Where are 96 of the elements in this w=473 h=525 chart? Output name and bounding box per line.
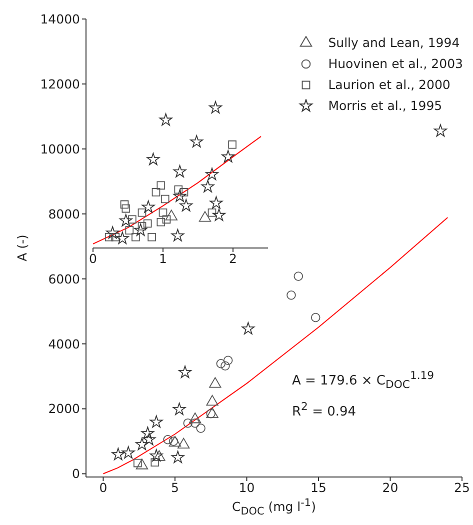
x-tick-label: 0 bbox=[89, 250, 98, 266]
point bbox=[178, 438, 190, 449]
x-tick-label: 0 bbox=[99, 480, 108, 495]
y-axis-title: A (-) bbox=[14, 234, 30, 262]
point bbox=[188, 412, 202, 424]
point bbox=[206, 395, 218, 406]
point bbox=[138, 208, 146, 217]
point bbox=[152, 188, 160, 196]
y-tick-label: 12000 bbox=[40, 76, 80, 92]
point bbox=[143, 219, 152, 228]
point bbox=[210, 196, 223, 209]
point bbox=[434, 124, 447, 137]
point bbox=[198, 211, 212, 222]
point bbox=[171, 450, 184, 464]
point bbox=[209, 101, 222, 114]
point bbox=[156, 181, 166, 190]
point bbox=[212, 208, 226, 221]
y-tick-label: 4000 bbox=[48, 336, 80, 352]
point bbox=[206, 168, 218, 180]
point bbox=[135, 438, 148, 450]
point bbox=[216, 359, 226, 368]
point bbox=[206, 407, 218, 418]
point bbox=[128, 215, 136, 224]
point bbox=[174, 185, 183, 194]
point bbox=[106, 226, 120, 239]
point bbox=[119, 214, 132, 226]
legend-label: Laurion et al., 2000 bbox=[328, 76, 450, 94]
point bbox=[173, 190, 186, 202]
point bbox=[120, 200, 129, 209]
point bbox=[112, 448, 125, 460]
point bbox=[125, 226, 134, 234]
point bbox=[168, 436, 182, 447]
x-tick-label: 1 bbox=[159, 250, 167, 266]
y-tick-label: 2000 bbox=[48, 401, 80, 416]
x-tick-label: 10 bbox=[238, 480, 255, 495]
line-series bbox=[102, 216, 448, 474]
point bbox=[146, 152, 160, 166]
point bbox=[286, 290, 296, 300]
point bbox=[183, 418, 193, 428]
point bbox=[178, 366, 192, 378]
point bbox=[190, 418, 200, 428]
point bbox=[222, 150, 235, 162]
y-tick-label: 10000 bbox=[40, 141, 80, 156]
x-tick-label: 2 bbox=[229, 250, 237, 266]
point bbox=[160, 194, 170, 204]
point bbox=[159, 113, 172, 126]
point bbox=[134, 224, 148, 236]
point bbox=[294, 272, 304, 281]
y-tick-label: 14000 bbox=[40, 11, 80, 26]
y-tick-label: 8000 bbox=[48, 206, 80, 222]
point bbox=[116, 232, 129, 244]
point bbox=[104, 232, 114, 242]
x-tick-label: 25 bbox=[454, 480, 470, 495]
legend-label: Morris et al., 1995 bbox=[328, 97, 442, 115]
point bbox=[190, 135, 204, 148]
point bbox=[163, 435, 172, 444]
point bbox=[168, 436, 178, 446]
point bbox=[142, 200, 155, 213]
point bbox=[148, 232, 156, 242]
point bbox=[136, 458, 148, 470]
point bbox=[142, 432, 156, 446]
x-tick-label: 15 bbox=[310, 480, 326, 495]
point bbox=[162, 215, 171, 224]
point bbox=[223, 356, 233, 366]
legend-label: Sully and Lean, 1994 bbox=[328, 34, 460, 52]
point bbox=[180, 199, 193, 212]
point bbox=[208, 208, 216, 217]
point bbox=[150, 449, 163, 462]
point bbox=[141, 426, 154, 440]
point bbox=[228, 140, 236, 149]
x-tick-label: 20 bbox=[382, 480, 398, 495]
legend-label: Huovinen et al., 2003 bbox=[328, 55, 463, 73]
point bbox=[122, 446, 135, 459]
point bbox=[172, 402, 186, 416]
point bbox=[122, 204, 130, 213]
point bbox=[111, 232, 120, 242]
x-axis-title: C$_{DOC}$ (mg l$^{-1}$) bbox=[231, 497, 317, 518]
point bbox=[173, 165, 186, 178]
point bbox=[153, 450, 166, 461]
point bbox=[201, 180, 214, 192]
y-tick-label: 0 bbox=[72, 466, 80, 482]
point bbox=[158, 208, 168, 217]
x-tick-label: 5 bbox=[171, 480, 179, 495]
point bbox=[242, 322, 255, 334]
point bbox=[165, 210, 178, 220]
point bbox=[220, 361, 230, 371]
point bbox=[196, 424, 206, 433]
y-tick-label: 6000 bbox=[48, 271, 80, 286]
point bbox=[209, 377, 222, 388]
point bbox=[132, 232, 140, 242]
point bbox=[150, 458, 160, 467]
point bbox=[156, 218, 166, 226]
annotation: R$^{2}$ = 0.94 bbox=[292, 398, 358, 422]
point bbox=[310, 312, 320, 322]
point bbox=[150, 415, 163, 428]
point bbox=[171, 228, 184, 242]
